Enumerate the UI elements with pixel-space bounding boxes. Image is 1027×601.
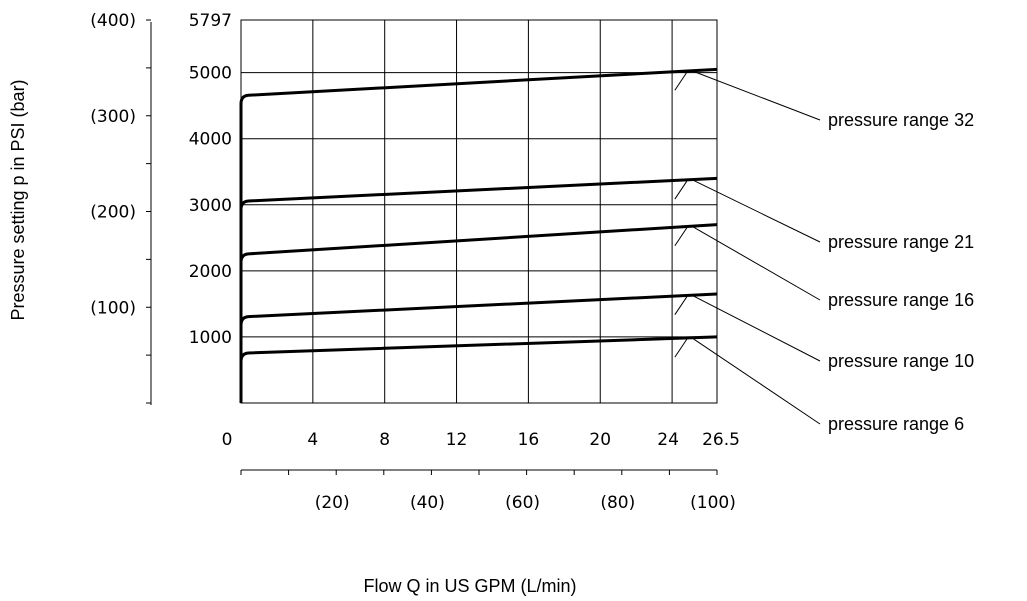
series-label: pressure range 10 [828, 351, 974, 371]
x-tick-label: 16 [518, 430, 540, 450]
axes: 0 4 8 12 16 20 24 26.5 1000 2000 3000 4000 5000 5797 (… [90, 11, 740, 513]
lmin-tick-label: (100) [690, 493, 736, 513]
x-axis-title: Flow Q in US GPM (L/min) [363, 576, 576, 596]
series-curve [239, 292, 718, 403]
series-leader [691, 225, 821, 301]
series-curve [239, 67, 718, 403]
x-tick-label: 8 [379, 430, 390, 450]
series-curve [239, 335, 718, 403]
series-leader [691, 294, 821, 362]
series-label: pressure range 6 [828, 414, 964, 434]
lmin-tick-label: (60) [505, 493, 540, 513]
series-marker [674, 71, 688, 91]
series-leader [691, 70, 821, 121]
series-marker [674, 227, 688, 247]
series-leader [691, 337, 821, 425]
lmin-tick-label: (40) [410, 493, 445, 513]
series-marker [674, 180, 688, 200]
grid [240, 19, 718, 404]
y-tick-label: 4000 [189, 130, 232, 150]
bar-tick-label: (100) [90, 298, 136, 318]
x-tick-label: 12 [446, 430, 468, 450]
series-label: pressure range 32 [828, 110, 974, 130]
series-leader [691, 179, 821, 243]
y-tick-label: 2000 [189, 262, 232, 282]
x-tick-label: 20 [589, 430, 611, 450]
y-axis-title: Pressure setting p in PSI (bar) [8, 79, 28, 320]
series-curve [239, 176, 718, 403]
series-labels: pressure range 32 pressure range 21 pressu… [674, 70, 974, 434]
series-curve [239, 223, 718, 403]
series-label: pressure range 16 [828, 290, 974, 310]
series-label: pressure range 21 [828, 232, 974, 252]
x-tick-label: 0 [222, 430, 233, 450]
series-curves [239, 67, 718, 403]
y-tick-label: 5000 [189, 64, 232, 84]
series-marker [674, 338, 688, 358]
y-tick-label: 5797 [189, 11, 232, 31]
series-marker [674, 296, 688, 315]
lmin-tick-label: (20) [315, 493, 350, 513]
lmin-tick-label: (80) [600, 493, 635, 513]
y-tick-label: 1000 [189, 328, 232, 348]
bar-tick-label: (400) [90, 11, 136, 31]
bar-tick-label: (300) [90, 107, 136, 127]
x-tick-label: 24 [657, 430, 679, 450]
x-tick-label: 26.5 [702, 430, 740, 450]
bar-tick-label: (200) [90, 203, 136, 223]
y-tick-label: 3000 [189, 196, 232, 216]
x-tick-label: 4 [307, 430, 318, 450]
